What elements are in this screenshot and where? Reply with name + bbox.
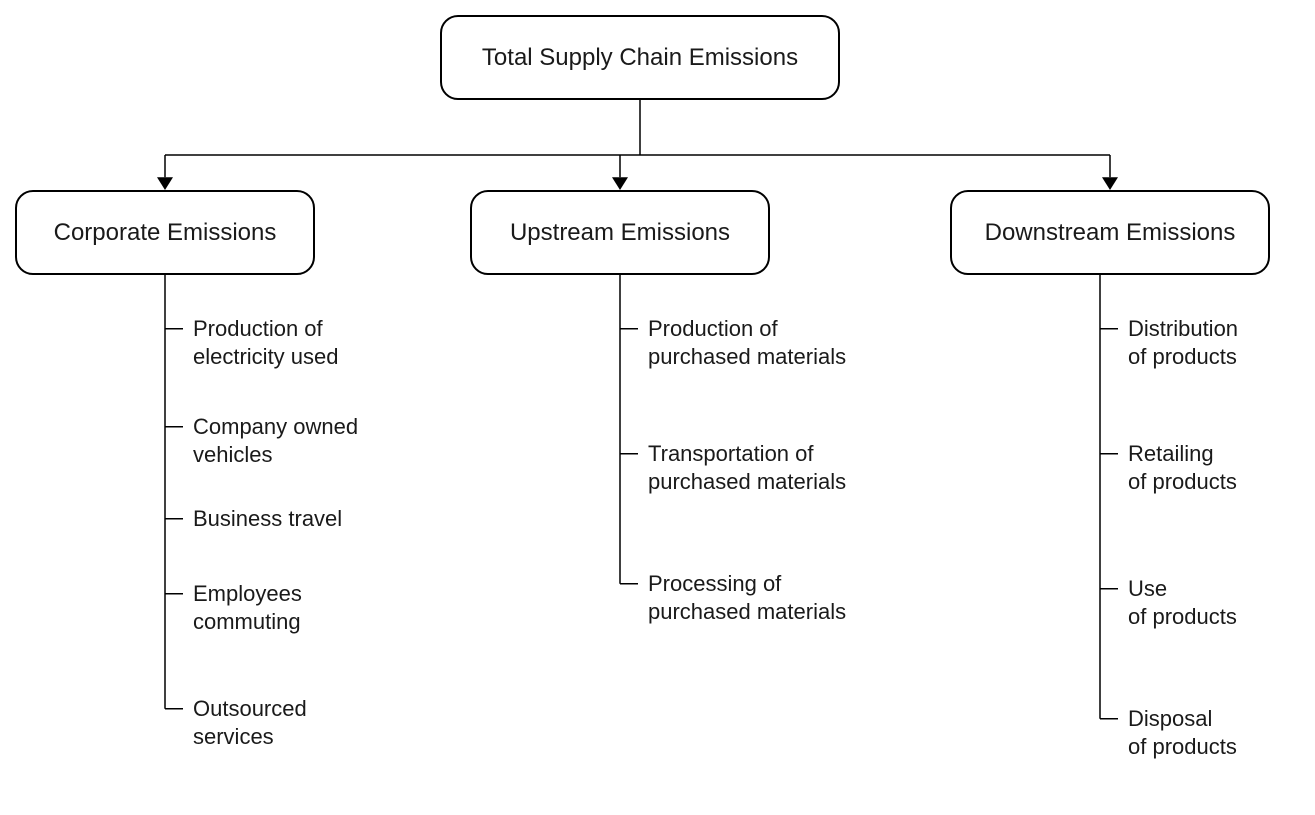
downstream-leaf: Retailing of products <box>1128 440 1237 495</box>
upstream-node: Upstream Emissions <box>470 190 770 275</box>
upstream-leaf: Production of purchased materials <box>648 315 846 370</box>
corporate-node-label: Corporate Emissions <box>54 219 277 247</box>
corporate-leaf: Outsourced services <box>193 695 307 750</box>
corporate-leaf: Business travel <box>193 505 342 533</box>
corporate-node: Corporate Emissions <box>15 190 315 275</box>
downstream-node-label: Downstream Emissions <box>985 219 1236 247</box>
corporate-leaf: Production of electricity used <box>193 315 339 370</box>
upstream-leaf: Processing of purchased materials <box>648 570 846 625</box>
downstream-node: Downstream Emissions <box>950 190 1270 275</box>
downstream-leaf: Use of products <box>1128 575 1237 630</box>
corporate-leaf: Company owned vehicles <box>193 413 358 468</box>
downstream-leaf: Disposal of products <box>1128 705 1237 760</box>
root-node-label: Total Supply Chain Emissions <box>482 44 798 72</box>
diagram-edges <box>0 0 1315 815</box>
root-node: Total Supply Chain Emissions <box>440 15 840 100</box>
downstream-leaf: Distribution of products <box>1128 315 1238 370</box>
corporate-leaf: Employees commuting <box>193 580 302 635</box>
upstream-node-label: Upstream Emissions <box>510 219 730 247</box>
upstream-leaf: Transportation of purchased materials <box>648 440 846 495</box>
